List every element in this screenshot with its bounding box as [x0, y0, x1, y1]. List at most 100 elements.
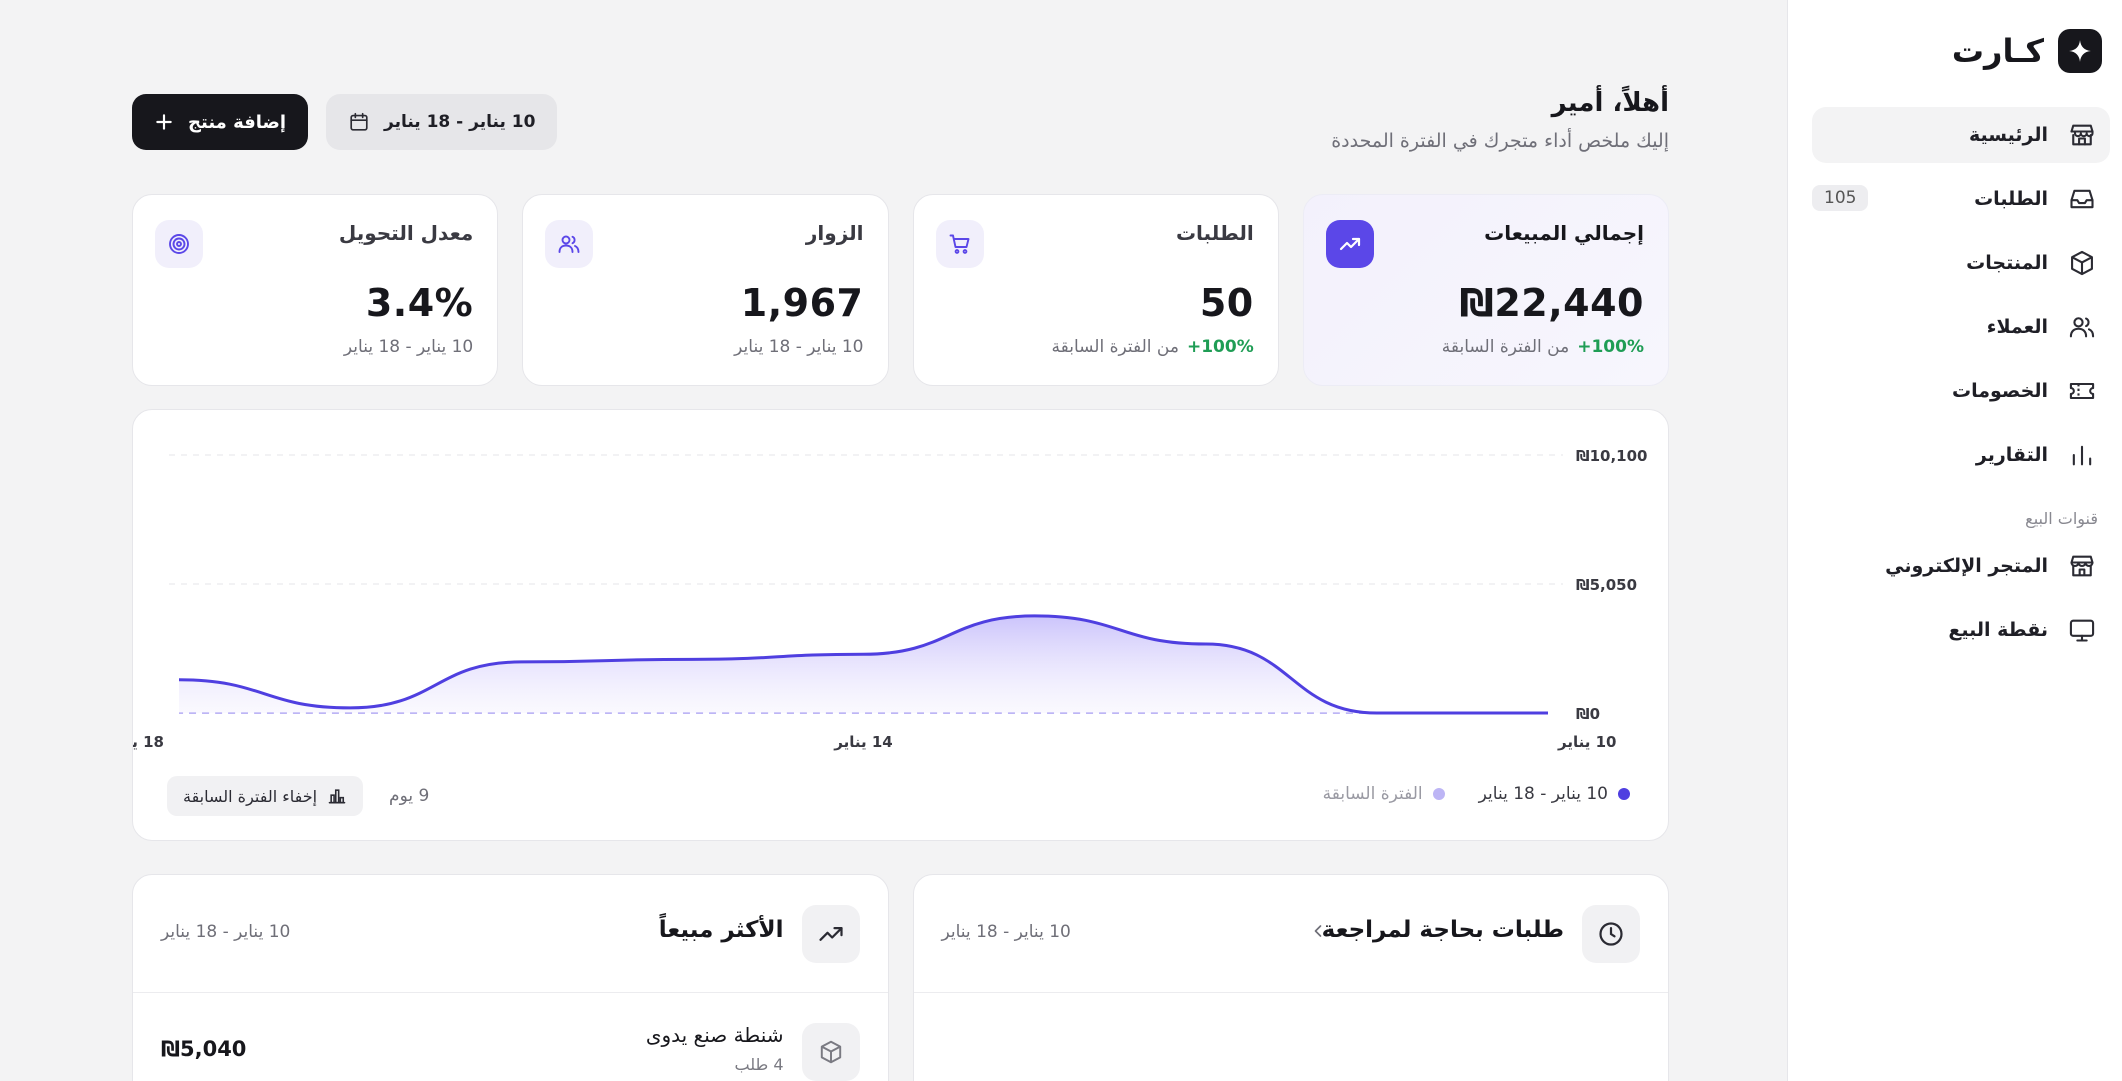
stat-title: الطلبات [1175, 221, 1254, 245]
legend-dot-current [1618, 788, 1630, 800]
sidebar-item-pos[interactable]: نقطة البيع [1812, 602, 2110, 658]
stat-card-total-sales[interactable]: إجمالي المبيعات ₪22,440 +100% من الفترة … [1302, 194, 1669, 386]
sidebar-item-label: المتجر الإلكتروني [1885, 555, 2048, 577]
calendar-icon [348, 111, 370, 133]
stat-card-conversion[interactable]: معدل التحويل 3.4% 10 يناير - 18 يناير [132, 194, 499, 386]
x-tick-label: 18 يناير [133, 733, 164, 751]
stat-value: 1,967 [740, 281, 864, 325]
inbox-icon [2068, 185, 2096, 213]
sidebar-item-label: المنتجات [1966, 252, 2048, 274]
users-icon [2068, 313, 2096, 341]
panel-header[interactable]: طلبات بحاجة لمراجعة 10 يناير - 18 يناير [913, 875, 1668, 993]
stat-value: 3.4% [365, 281, 474, 325]
chevron-left-icon[interactable] [1308, 921, 1328, 941]
sidebar-item-label: الرئيسية [1969, 124, 2048, 146]
sidebar-item-products[interactable]: المنتجات [1812, 235, 2110, 291]
sidebar: كـارت الرئيسية الطلبات 105 المنتجات [1787, 0, 2122, 1081]
legend-dot-previous [1432, 788, 1445, 800]
sidebar-item-online-store[interactable]: المتجر الإلكتروني [1812, 538, 2110, 594]
stat-title: إجمالي المبيعات [1484, 221, 1644, 245]
add-product-button[interactable]: إضافة منتج [132, 94, 309, 150]
stat-value: ₪22,440 [1459, 281, 1644, 325]
stat-foot-text: 10 يناير - 18 يناير [734, 337, 864, 357]
sidebar-item-label: الخصومات [1952, 380, 2048, 402]
stat-foot: 10 يناير - 18 يناير [344, 337, 473, 357]
panel-title: طلبات بحاجة لمراجعة [1321, 917, 1564, 943]
stat-value: 50 [1199, 281, 1254, 325]
panel-date: 10 يناير - 18 يناير [161, 922, 291, 942]
sidebar-item-discounts[interactable]: الخصومات [1812, 363, 2110, 419]
bar-chart-icon [2068, 441, 2096, 469]
sidebar-item-label: العملاء [1986, 316, 2048, 338]
legend-item-current[interactable]: 10 يناير - 18 يناير [1479, 784, 1630, 804]
legend-label: 10 يناير - 18 يناير [1478, 784, 1608, 804]
y-tick-label: ₪10,100 [1576, 447, 1647, 465]
brand[interactable]: كـارت [1952, 29, 2102, 73]
chart-legend: 10 يناير - 18 يناير الفترة السابقة [1323, 784, 1630, 804]
users-icon [545, 220, 594, 268]
stat-foot: +100% من الفترة السابقة [1052, 337, 1254, 357]
panel-header: الأكثر مبيعاً 10 يناير - 18 يناير [133, 875, 888, 993]
page-title: أهلاً، أمير [1551, 88, 1669, 118]
stat-card-visitors[interactable]: الزوار 1,967 10 يناير - 18 يناير [522, 194, 889, 386]
x-tick-label: 14 يناير [833, 733, 892, 751]
box-icon [2068, 249, 2096, 277]
series-line-current [178, 614, 1548, 715]
product-name: شنطة صنع يدوى [645, 1023, 784, 1047]
sales-channels-title: قنوات البيع [2025, 509, 2098, 528]
cart-icon [935, 220, 984, 268]
stat-delta: +100% [1186, 337, 1254, 357]
sidebar-item-orders[interactable]: الطلبات 105 [1812, 171, 2110, 227]
panel-title: الأكثر مبيعاً [658, 917, 784, 943]
date-range-label: 10 يناير - 18 يناير [384, 112, 536, 132]
add-product-label: إضافة منتج [188, 111, 287, 133]
bottom-panels: طلبات بحاجة لمراجعة 10 يناير - 18 يناير … [132, 874, 1669, 1081]
hide-previous-period-button[interactable]: إخفاء الفترة السابقة [167, 776, 364, 816]
sales-chart: ₪0 ₪5,050 ₪10,100 10 يناير 14 يناير 18 يناير [133, 447, 1647, 751]
shop-icon [2068, 552, 2096, 580]
page-subtitle: إليك ملخص أداء متجرك في الفترة المحددة [1331, 130, 1669, 152]
sidebar-item-label: التقارير [1975, 444, 2048, 466]
store-icon [2068, 121, 2096, 149]
trend-up-icon [801, 905, 860, 963]
stats-row: إجمالي المبيعات ₪22,440 +100% من الفترة … [132, 194, 1669, 386]
bar-chart-icon [327, 786, 347, 806]
best-sellers-panel: الأكثر مبيعاً 10 يناير - 18 يناير شنطة ص… [132, 874, 889, 1081]
hide-previous-period-label: إخفاء الفترة السابقة [183, 786, 318, 806]
stat-foot-text: من الفترة السابقة [1441, 337, 1570, 357]
stat-delta: +100% [1577, 337, 1644, 357]
sidebar-item-label: الطلبات [1974, 188, 2048, 210]
sidebar-item-label: نقطة البيع [1948, 619, 2048, 641]
ticket-icon [2068, 377, 2096, 405]
sidebar-nav: الرئيسية الطلبات 105 المنتجات العملاء [1812, 107, 2110, 666]
stat-title: معدل التحويل [338, 221, 474, 245]
legend-label: الفترة السابقة [1322, 784, 1423, 804]
sidebar-item-reports[interactable]: التقارير [1812, 427, 2110, 483]
orders-count-badge: 105 [1812, 185, 1869, 211]
stat-title: الزوار [805, 221, 864, 245]
x-tick-label: 10 يناير [1557, 733, 1616, 751]
sidebar-item-customers[interactable]: العملاء [1812, 299, 2110, 355]
brand-name: كـارت [1951, 32, 2044, 70]
stat-foot-text: 10 يناير - 18 يناير [343, 337, 474, 357]
monitor-icon [2068, 616, 2096, 644]
stat-foot-text: من الفترة السابقة [1051, 337, 1179, 357]
plus-icon [154, 112, 174, 132]
sidebar-item-home[interactable]: الرئيسية [1812, 107, 2110, 163]
series-area-current [179, 615, 1548, 713]
product-price: ₪5,040 [161, 1037, 247, 1061]
stat-card-orders[interactable]: الطلبات 50 +100% من الفترة السابقة [912, 194, 1279, 386]
days-count-label: 9 يوم [389, 786, 430, 806]
pending-orders-panel: طلبات بحاجة لمراجعة 10 يناير - 18 يناير [912, 874, 1669, 1081]
panel-date: 10 يناير - 18 يناير [941, 922, 1071, 942]
legend-item-previous[interactable]: الفترة السابقة [1323, 784, 1445, 804]
date-range-button[interactable]: 10 يناير - 18 يناير [326, 94, 558, 150]
target-icon [155, 220, 203, 268]
sparkle-icon [2058, 29, 2102, 73]
clock-icon [1582, 905, 1640, 963]
trend-up-icon [1325, 220, 1374, 268]
list-item[interactable]: شنطة صنع يدوى 4 طلب ₪5,040 [133, 993, 888, 1081]
y-tick-label: ₪0 [1576, 705, 1600, 723]
product-orders: 4 طلب [734, 1055, 784, 1074]
